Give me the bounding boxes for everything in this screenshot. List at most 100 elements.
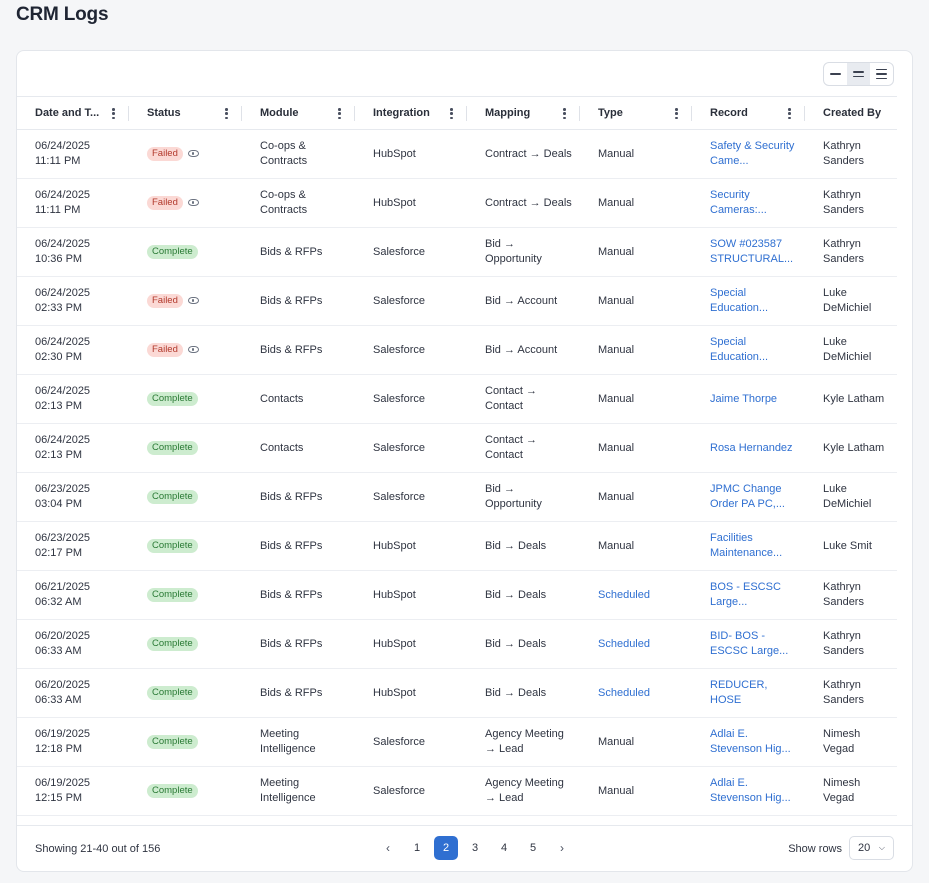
chevron-left-icon[interactable]: ‹ (386, 841, 390, 855)
record-link[interactable]: Adlai E. Stevenson Hig... (710, 777, 791, 804)
table-row[interactable]: 06/23/2025 03:04 PM Complete Bids & RFPs Sal… (17, 473, 897, 522)
record-link[interactable]: JPMC Change Order PA PC,... (710, 483, 785, 510)
column-menu-icon[interactable] (225, 108, 228, 119)
column-header[interactable]: Record (692, 97, 805, 130)
integration-cell: HubSpot (355, 130, 467, 179)
module-cell: Contacts (242, 375, 355, 424)
table-row[interactable]: 06/24/2025 02:13 PM Complete Contacts Salesf… (17, 375, 897, 424)
column-divider[interactable] (241, 106, 242, 121)
type-value[interactable]: Scheduled (598, 588, 650, 601)
module-value: Bids & RFPs (260, 343, 323, 356)
mapping-value: Agency Meeting → Lead (485, 728, 564, 755)
column-divider[interactable] (466, 106, 467, 121)
integration-value: Salesforce (373, 245, 425, 258)
record-link[interactable]: Jaime Thorpe (710, 392, 778, 405)
column-header[interactable]: Integration (355, 97, 467, 130)
eye-icon[interactable] (187, 346, 199, 354)
column-divider[interactable] (804, 106, 805, 121)
density-standard-button[interactable] (847, 63, 870, 85)
type-cell: Manual (580, 326, 692, 375)
record-link[interactable]: SOW #023587 STRUCTURAL... (710, 238, 794, 265)
created-by-cell: Kathryn Sanders (805, 620, 897, 669)
record-link[interactable]: Special Education... (710, 336, 769, 363)
module-cell: Co-ops & Contracts (242, 179, 355, 228)
mapping-cell: Bid → Deals (467, 620, 580, 669)
mapping-value: Agency Meeting → Lead (485, 777, 564, 804)
table-row[interactable]: 06/24/2025 11:11 PM Failed Co-ops & Contrac… (17, 179, 897, 228)
column-divider[interactable] (579, 106, 580, 121)
column-divider[interactable] (128, 106, 129, 121)
column-menu-icon[interactable] (563, 108, 566, 119)
status-cell: Failed (129, 130, 242, 179)
column-header[interactable]: Date and T... (17, 97, 129, 130)
table-row[interactable]: 06/23/2025 02:17 PM Complete Bids & RFPs Hub… (17, 522, 897, 571)
page-button[interactable]: 5 (529, 842, 537, 854)
type-cell: Manual (580, 375, 692, 424)
record-link[interactable]: Adlai E. Stevenson Hig... (710, 728, 791, 755)
status-badge: Complete (147, 244, 198, 259)
time-value: 02:30 PM (35, 351, 83, 363)
record-link[interactable]: Facilities Maintenance... (710, 532, 783, 559)
table-row[interactable]: 06/20/2025 06:33 AM Complete Bids & RFPs Hub… (17, 620, 897, 669)
rows-per-page-select[interactable]: 20 ⌵ (849, 836, 894, 860)
record-link[interactable]: Rosa Hernandez (710, 441, 793, 454)
column-header[interactable]: Type (580, 97, 692, 130)
column-header[interactable]: Status (129, 97, 242, 130)
mapping-value: Bid → Deals (485, 588, 547, 601)
table-row[interactable]: 06/24/2025 11:11 PM Failed Co-ops & Contrac… (17, 130, 897, 179)
column-divider[interactable] (691, 106, 692, 121)
column-menu-icon[interactable] (675, 108, 678, 119)
table-row[interactable]: 06/24/2025 02:33 PM Failed Bids & RFPs Sales… (17, 277, 897, 326)
eye-icon[interactable] (187, 297, 199, 305)
status-badge: Complete (147, 587, 198, 602)
type-value[interactable]: Scheduled (598, 637, 650, 650)
time-value: 11:11 PM (35, 204, 81, 216)
density-comfortable-button[interactable] (870, 63, 893, 85)
table-row[interactable]: 06/24/2025 02:30 PM Failed Bids & RFPs Sales… (17, 326, 897, 375)
column-menu-icon[interactable] (338, 108, 341, 119)
page-button[interactable]: 2 (434, 836, 458, 860)
page-button[interactable]: 3 (471, 842, 479, 854)
page-button[interactable]: 1 (413, 842, 421, 854)
type-cell: Manual (580, 179, 692, 228)
integration-cell: Salesforce (355, 277, 467, 326)
date-value: 06/24/2025 (35, 336, 91, 348)
record-link[interactable]: BID- BOS - ESCSC Large... (710, 630, 789, 657)
date-cell: 06/24/2025 11:11 PM (17, 179, 129, 228)
eye-icon[interactable] (187, 199, 199, 207)
date-value: 06/19/2025 (35, 777, 91, 789)
type-value[interactable]: Scheduled (598, 686, 650, 699)
chevron-right-icon[interactable]: › (560, 841, 564, 855)
status-badge: Complete (147, 685, 198, 700)
column-menu-icon[interactable] (788, 108, 791, 119)
table-row[interactable]: 06/19/2025 12:15 PM Complete Meeting Intell… (17, 767, 897, 816)
column-menu-icon[interactable] (450, 108, 453, 119)
record-link[interactable]: Special Education... (710, 287, 769, 314)
record-link[interactable]: Security Cameras:... (710, 189, 767, 216)
density-standard-icon (853, 71, 864, 77)
table-row[interactable]: 06/21/2025 06:32 AM Complete Bids & RFPs Hub… (17, 571, 897, 620)
mapping-cell: Bid → Deals (467, 571, 580, 620)
module-value: Meeting Intelligence (260, 777, 316, 804)
status-cell: Complete (129, 375, 242, 424)
table-row[interactable]: 06/24/2025 02:13 PM Complete Contacts Salesf… (17, 424, 897, 473)
showing-count: Showing 21-40 out of 156 (35, 843, 161, 855)
eye-icon[interactable] (187, 150, 199, 158)
record-link[interactable]: BOS - ESCSC Large... (710, 581, 781, 608)
table-row[interactable]: 06/20/2025 06:33 AM Complete Bids & RFPs Hub… (17, 669, 897, 718)
density-compact-button[interactable] (824, 63, 847, 85)
time-value: 02:13 PM (35, 400, 83, 412)
column-divider[interactable] (354, 106, 355, 121)
record-link[interactable]: Safety & Security Came... (710, 140, 795, 167)
time-value: 02:33 PM (35, 302, 83, 314)
record-link[interactable]: REDUCER, HOSE (710, 679, 768, 706)
page-button[interactable]: 4 (500, 842, 508, 854)
column-menu-icon[interactable] (112, 108, 115, 119)
column-header[interactable]: Created By (805, 97, 897, 130)
column-header[interactable]: Mapping (467, 97, 580, 130)
type-cell: Manual (580, 473, 692, 522)
created-by-value: Luke DeMichiel (823, 336, 872, 363)
table-row[interactable]: 06/24/2025 10:36 PM Complete Bids & RFPs Sal… (17, 228, 897, 277)
table-row[interactable]: 06/19/2025 12:18 PM Complete Meeting Intell… (17, 718, 897, 767)
column-header[interactable]: Module (242, 97, 355, 130)
